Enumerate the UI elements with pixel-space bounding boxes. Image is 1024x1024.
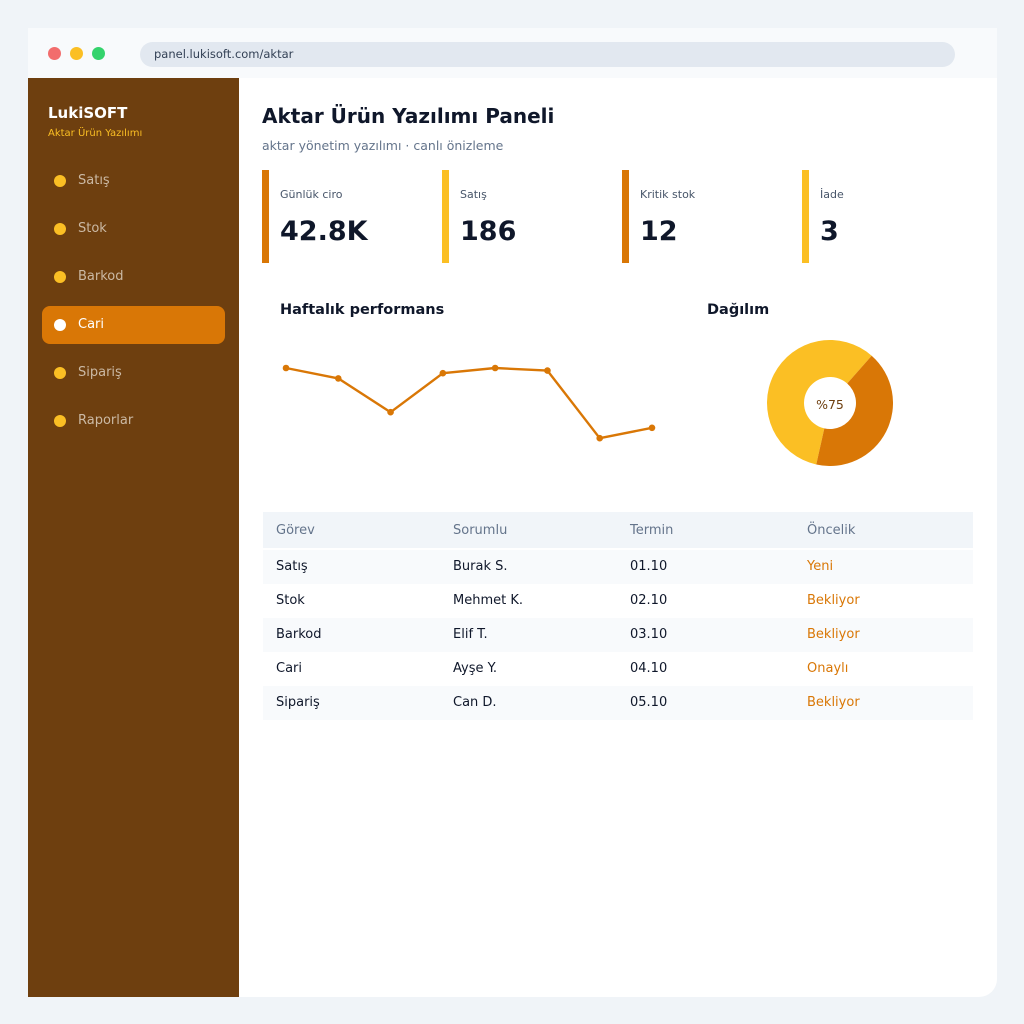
sidebar-item-label: Stok	[78, 221, 107, 236]
browser-titlebar: panel.lukisoft.com/aktar	[28, 28, 997, 78]
data-point[interactable]	[596, 434, 604, 442]
nav-bullet-icon	[54, 415, 66, 427]
due-cell: 04.10	[630, 661, 668, 676]
sidebar-item-satis[interactable]: Satış	[42, 162, 225, 200]
table-row[interactable]: Stok Mehmet K. 02.10 Bekliyor	[263, 584, 973, 618]
data-point[interactable]	[282, 364, 290, 372]
kpi-accent-bar	[442, 170, 449, 263]
priority-status: Bekliyor	[807, 695, 860, 710]
nav-bullet-icon	[54, 271, 66, 283]
minimize-window-button[interactable]	[70, 47, 83, 60]
donut-slice[interactable]	[767, 340, 872, 465]
kpi-label: Satış	[460, 188, 487, 201]
sidebar-item-label: Satış	[78, 173, 110, 188]
page-subtitle: aktar yönetim yazılımı · canlı önizleme	[262, 138, 504, 153]
distribution-title: Dağılım	[707, 302, 770, 318]
sidebar-item-cari[interactable]: Cari	[42, 306, 225, 344]
task-table: Görev Sorumlu Termin Öncelik Satış Burak…	[263, 512, 973, 720]
kpi-label: İade	[820, 188, 844, 201]
table-row[interactable]: Sipariş Can D. 05.10 Bekliyor	[263, 686, 973, 720]
sidebar-item-raporlar[interactable]: Raporlar	[42, 402, 225, 440]
owner-cell: Mehmet K.	[453, 593, 524, 608]
nav-bullet-icon	[54, 223, 66, 235]
kpi-value: 3	[820, 216, 839, 247]
maximize-window-button[interactable]	[92, 47, 105, 60]
distribution-donut-chart	[767, 340, 893, 466]
data-point[interactable]	[387, 408, 394, 416]
sidebar-item-barkod[interactable]: Barkod	[42, 258, 225, 296]
kpi-card-iade: İade 3	[802, 170, 972, 263]
kpi-card-gunluk-ciro: Günlük ciro 42.8K	[262, 170, 432, 263]
data-point[interactable]	[439, 369, 447, 377]
brand-name: LukiSOFT	[48, 104, 128, 122]
task-cell: Barkod	[276, 627, 322, 642]
priority-status: Onaylı	[807, 661, 849, 676]
column-header-termin[interactable]: Termin	[630, 523, 674, 538]
kpi-label: Kritik stok	[640, 188, 696, 201]
task-cell: Stok	[276, 593, 305, 608]
data-point[interactable]	[491, 364, 499, 372]
address-bar[interactable]: panel.lukisoft.com/aktar	[140, 42, 955, 67]
nav-bullet-icon	[54, 367, 66, 379]
priority-status: Bekliyor	[807, 627, 860, 642]
performance-line-chart	[282, 364, 656, 442]
priority-status: Bekliyor	[807, 593, 860, 608]
due-cell: 03.10	[630, 627, 668, 642]
table-row[interactable]: Barkod Elif T. 03.10 Bekliyor	[263, 618, 973, 652]
close-window-button[interactable]	[48, 47, 61, 60]
performance-title: Haftalık performans	[280, 302, 445, 318]
due-cell: 01.10	[630, 559, 668, 574]
sidebar-item-label: Barkod	[78, 269, 124, 284]
sidebar-item-label: Cari	[78, 317, 104, 332]
donut-slice[interactable]	[816, 355, 893, 466]
kpi-label: Günlük ciro	[280, 188, 343, 201]
kpi-card-satis: Satış 186	[442, 170, 612, 263]
sidebar-item-label: Raporlar	[78, 413, 134, 428]
kpi-accent-bar	[802, 170, 809, 263]
browser-window: panel.lukisoft.com/aktar LukiSOFT Aktar …	[28, 28, 997, 997]
kpi-accent-bar	[262, 170, 269, 263]
sidebar-item-stok[interactable]: Stok	[42, 210, 225, 248]
kpi-accent-bar	[622, 170, 629, 263]
column-header-sorumlu[interactable]: Sorumlu	[453, 523, 508, 538]
kpi-value: 42.8K	[280, 216, 368, 247]
table-header-row: Görev Sorumlu Termin Öncelik	[263, 512, 973, 548]
data-point[interactable]	[544, 367, 551, 374]
owner-cell: Burak S.	[453, 559, 508, 574]
kpi-value: 186	[460, 216, 517, 247]
column-header-oncelik[interactable]: Öncelik	[807, 523, 856, 538]
task-cell: Sipariş	[276, 695, 320, 710]
data-point[interactable]	[648, 424, 656, 432]
priority-status: Yeni	[807, 559, 834, 574]
kpi-value: 12	[640, 216, 678, 247]
sidebar-item-siparis[interactable]: Sipariş	[42, 354, 225, 392]
donut-center-label: %75	[816, 397, 844, 412]
table-row[interactable]: Cari Ayşe Y. 04.10 Onaylı	[263, 652, 973, 686]
task-cell: Satış	[276, 559, 308, 574]
brand-subtitle: Aktar Ürün Yazılımı	[48, 128, 143, 139]
nav-bullet-icon	[54, 175, 66, 187]
nav-bullet-icon	[54, 319, 66, 331]
owner-cell: Can D.	[453, 695, 497, 710]
owner-cell: Elif T.	[453, 627, 488, 642]
kpi-card-kritik-stok: Kritik stok 12	[622, 170, 792, 263]
column-header-gorev[interactable]: Görev	[276, 523, 315, 538]
due-cell: 02.10	[630, 593, 668, 608]
series-line	[285, 366, 653, 440]
data-point[interactable]	[334, 375, 342, 382]
owner-cell: Ayşe Y.	[453, 661, 498, 676]
main-content: Aktar Ürün Yazılımı Paneli aktar yönetim…	[239, 78, 997, 997]
sidebar: LukiSOFT Aktar Ürün Yazılımı Satış Stok …	[28, 78, 239, 997]
sidebar-item-label: Sipariş	[78, 365, 122, 380]
due-cell: 05.10	[630, 695, 668, 710]
table-row[interactable]: Satış Burak S. 01.10 Yeni	[263, 550, 973, 584]
page-title: Aktar Ürün Yazılımı Paneli	[262, 104, 555, 128]
task-cell: Cari	[276, 661, 302, 676]
